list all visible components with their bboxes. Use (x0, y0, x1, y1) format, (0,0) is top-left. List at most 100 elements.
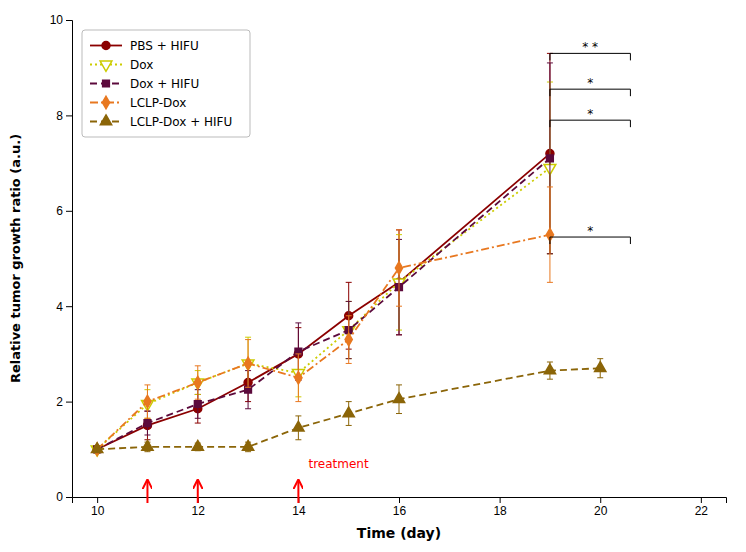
error-bar (144, 385, 150, 418)
y-tick: 8 (56, 109, 72, 123)
y-tick: 4 (56, 300, 72, 314)
legend-item: LCLP-Dox + HIFU (90, 115, 232, 129)
point (345, 333, 352, 345)
error-bar (195, 366, 201, 399)
point (92, 443, 103, 453)
legend-marker (100, 115, 111, 125)
point (547, 155, 554, 162)
x-tick-label: 10 (91, 504, 105, 518)
x-tick-mark (600, 497, 601, 503)
series (92, 359, 606, 453)
x-tick-label: 16 (393, 504, 407, 518)
point (244, 357, 251, 369)
series-line (97, 368, 600, 449)
error-bar (245, 337, 251, 389)
legend-marker (102, 42, 110, 50)
point (595, 362, 606, 372)
x-axis-title: Time (day) (357, 525, 441, 541)
x-tick-label: 12 (192, 504, 206, 518)
chart: 10 12 14 16 18 20 22 0 2 4 6 8 10 Time (day) Relative … (0, 0, 746, 552)
significance-label: * (587, 224, 593, 238)
significance-label: * * (582, 40, 598, 54)
x-tick: 10 (91, 497, 105, 518)
series-line (97, 154, 550, 450)
x-tick: 22 (695, 497, 709, 518)
point (144, 420, 151, 427)
error-bar (547, 187, 553, 282)
x-tick-mark (500, 497, 501, 503)
y-tick-label: 10 (50, 13, 64, 27)
x-axis: 10 12 14 16 18 20 22 (73, 497, 727, 518)
x-tick-mark (399, 497, 400, 503)
point (393, 393, 404, 403)
legend-item: PBS + HIFU (90, 39, 199, 53)
series (94, 63, 553, 453)
legend-item: LCLP-Dox (90, 96, 186, 110)
y-tick-label: 4 (56, 300, 63, 314)
point (142, 440, 153, 450)
legend-marker (103, 80, 110, 87)
y-tick-mark (66, 497, 72, 498)
treatment-arrow (197, 480, 199, 503)
significance-label: * (587, 107, 593, 121)
x-tick-mark (97, 497, 98, 503)
x-tick: 18 (493, 497, 507, 518)
y-tick-mark (66, 306, 72, 307)
legend-item: Dox (90, 58, 153, 72)
y-tick-mark (66, 402, 72, 403)
x-tick: 16 (393, 497, 407, 518)
legend-label: Dox + HIFU (130, 77, 199, 91)
significance-label: * (587, 76, 593, 90)
y-tick-mark (66, 115, 72, 116)
x-tick-label: 22 (695, 504, 709, 518)
point (295, 372, 302, 384)
significance-bracket (550, 237, 630, 244)
legend-box (82, 30, 250, 137)
x-tick-label: 18 (493, 504, 507, 518)
legend-label: LCLP-Dox + HIFU (130, 115, 232, 129)
y-tick-label: 2 (56, 395, 63, 409)
error-bar (245, 340, 251, 388)
legend-label: Dox (130, 58, 153, 72)
series-line (97, 168, 550, 449)
y-tick: 2 (56, 395, 72, 409)
point (544, 364, 555, 374)
y-axis-title: Relative tumor growth ratio (a.u.) (8, 134, 23, 383)
x-tick-label: 14 (292, 504, 306, 518)
point (194, 376, 201, 388)
series-line (97, 235, 550, 450)
y-tick: 10 (50, 13, 72, 27)
plot-area (91, 53, 606, 456)
significance-bracket (550, 53, 630, 60)
significance-bracket (550, 120, 630, 127)
legend-marker (102, 96, 109, 108)
x-axis-line (73, 498, 727, 504)
y-tick-label: 6 (56, 204, 63, 218)
legend-marker (100, 61, 112, 71)
error-bar (346, 316, 352, 364)
point (343, 407, 354, 417)
y-tick: 6 (56, 204, 72, 218)
annotation: treatment (308, 457, 368, 471)
x-tick-mark (701, 497, 702, 503)
point (242, 440, 253, 450)
legend-item: Dox + HIFU (90, 77, 199, 91)
point (293, 421, 304, 431)
y-tick-mark (66, 211, 72, 212)
y-tick: 0 (56, 490, 72, 504)
point (194, 401, 201, 408)
legend-label: PBS + HIFU (130, 39, 199, 53)
x-tick-label: 20 (594, 504, 608, 518)
series-line (97, 158, 550, 449)
treatment-arrow (146, 480, 148, 503)
point (192, 440, 203, 450)
error-bar (295, 354, 301, 402)
y-axis: 0 2 4 6 8 10 (50, 13, 73, 504)
legend-label: LCLP-Dox (130, 96, 186, 110)
point (144, 395, 151, 407)
y-tick-label: 0 (56, 490, 63, 504)
y-axis-line (66, 21, 73, 498)
y-tick-label: 8 (56, 109, 63, 123)
point (395, 262, 402, 274)
series (91, 82, 556, 456)
